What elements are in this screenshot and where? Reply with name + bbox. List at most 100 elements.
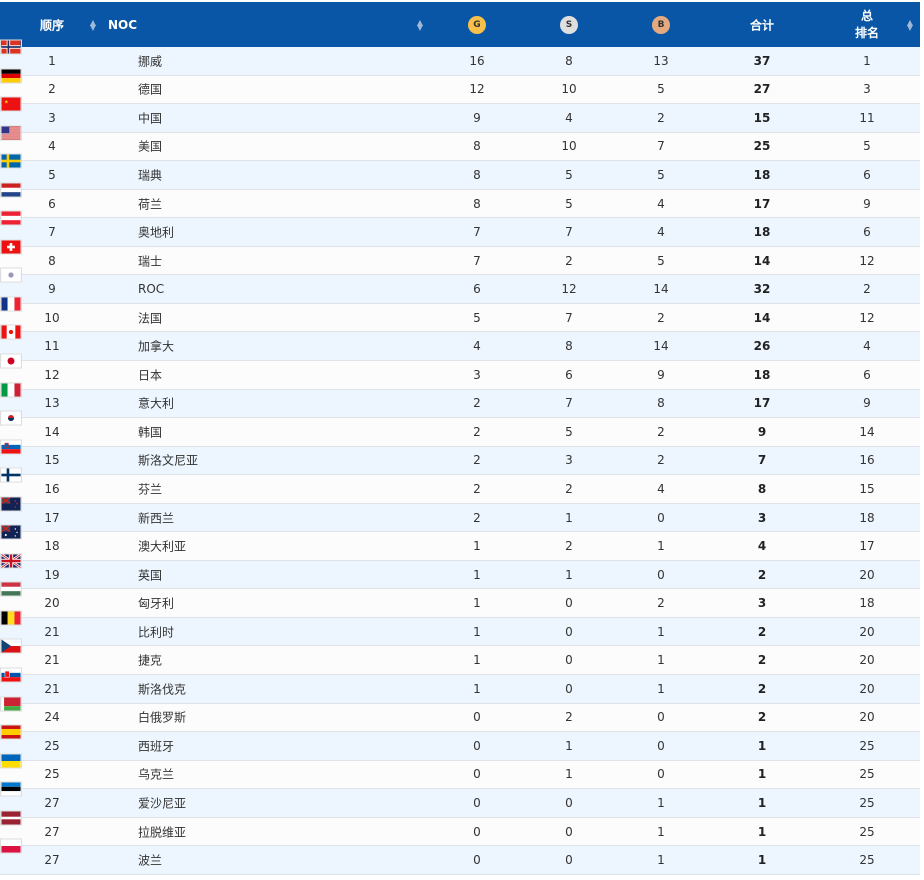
header-total[interactable]: 合计 <box>749 18 775 32</box>
overall-rank: 6 <box>863 167 871 182</box>
header-overall[interactable]: 总排名 <box>855 8 879 42</box>
total-count: 18 <box>753 225 771 240</box>
gold-count: 7 <box>473 225 481 240</box>
svg-text:★: ★ <box>4 100 9 106</box>
total-count: 2 <box>757 653 767 668</box>
table-row[interactable]: 4 美国 8 10 7 25 5 <box>0 125 920 162</box>
table-row[interactable]: 17 新西兰 2 1 0 3 18 <box>0 496 920 533</box>
table-row[interactable]: 7 奥地利 7 7 4 18 6 <box>0 210 920 247</box>
overall-rank: 15 <box>859 481 875 496</box>
header-gold[interactable]: G <box>468 15 486 34</box>
table-row[interactable]: 2 德国 12 10 5 27 3 <box>0 68 920 105</box>
country-name[interactable]: 德国 <box>138 82 163 97</box>
country-name[interactable]: 捷克 <box>138 653 163 668</box>
gold-count: 0 <box>473 710 481 725</box>
country-name[interactable]: 乌克兰 <box>138 767 175 782</box>
gold-count: 1 <box>473 567 481 582</box>
flag-fin-icon <box>0 467 22 483</box>
country-name[interactable]: 美国 <box>138 139 163 154</box>
country-name[interactable]: 加拿大 <box>138 339 175 354</box>
country-name[interactable]: 比利时 <box>138 625 175 640</box>
overall-rank: 3 <box>863 82 871 97</box>
country-name[interactable]: 瑞士 <box>138 254 163 269</box>
table-row[interactable]: 16 芬兰 2 2 4 8 15 <box>0 467 920 504</box>
country-name[interactable]: 法国 <box>138 311 163 326</box>
country-name[interactable]: 斯洛伐克 <box>138 682 187 697</box>
gold-count: 2 <box>473 396 481 411</box>
table-row[interactable]: 21 比利时 1 0 1 2 20 <box>0 610 920 647</box>
country-name[interactable]: 波兰 <box>138 853 163 868</box>
sort-rank-icon[interactable]: ▲ ▼ <box>89 17 97 32</box>
table-row[interactable]: 21 捷克 1 0 1 2 20 <box>0 638 920 676</box>
silver-count: 1 <box>565 738 573 753</box>
table-row[interactable]: 25 西班牙 0 1 0 1 25 <box>0 724 920 761</box>
table-row[interactable]: 9 ROC 6 12 14 32 2 <box>0 267 920 304</box>
table-row[interactable]: 27 拉脱维亚 0 0 1 1 25 <box>0 810 920 847</box>
table-row[interactable]: 25 乌克兰 0 1 0 1 25 <box>0 753 920 790</box>
table-row[interactable]: 21 斯洛伐克 1 0 1 2 20 <box>0 667 920 704</box>
bronze-count: 0 <box>657 738 665 753</box>
country-name[interactable]: 澳大利亚 <box>138 539 187 554</box>
table-row[interactable]: 15 斯洛文尼亚 2 3 2 7 16 <box>0 439 920 476</box>
table-row[interactable]: 5 瑞典 8 5 5 18 6 <box>0 153 920 190</box>
country-name[interactable]: 韩国 <box>138 425 163 440</box>
table-row[interactable]: 12 日本 3 6 9 18 6 <box>0 353 920 390</box>
country-name[interactable]: 白俄罗斯 <box>138 710 187 725</box>
gold-count: 0 <box>473 824 481 839</box>
table-row[interactable]: 3 ★ 中国 9 4 2 15 11 <box>0 96 920 133</box>
flag-lat-icon <box>0 810 22 826</box>
country-name[interactable]: 中国 <box>138 111 163 126</box>
table-row[interactable]: 24 白俄罗斯 0 2 0 2 20 <box>0 696 920 733</box>
table-row[interactable]: 1 挪威 16 8 13 37 1 <box>0 39 920 76</box>
table-row[interactable]: 19 英国 1 1 0 2 20 <box>0 553 920 590</box>
overall-rank: 20 <box>859 624 875 639</box>
bronze-count: 14 <box>653 282 669 297</box>
silver-count: 7 <box>565 225 573 240</box>
table-row[interactable]: 11 加拿大 4 8 14 26 4 <box>0 324 920 362</box>
rank: 25 <box>44 738 60 753</box>
country-name[interactable]: 匈牙利 <box>138 596 175 611</box>
gold-count: 3 <box>473 367 481 382</box>
rank: 24 <box>44 710 60 725</box>
bronze-count: 1 <box>657 853 665 868</box>
total-count: 3 <box>757 596 767 611</box>
table-row[interactable]: 20 匈牙利 1 0 2 3 18 <box>0 581 920 618</box>
country-name[interactable]: 奥地利 <box>138 225 175 240</box>
table-row[interactable]: 10 法国 5 7 2 14 12 <box>0 296 920 333</box>
total-count: 18 <box>753 367 771 382</box>
country-name[interactable]: 荷兰 <box>138 197 163 211</box>
rank: 27 <box>44 853 60 868</box>
silver-count: 1 <box>565 510 573 525</box>
silver-count: 0 <box>565 853 573 868</box>
total-count: 1 <box>757 853 767 868</box>
header-silver[interactable]: S <box>560 15 578 34</box>
country-name[interactable]: 日本 <box>138 368 163 383</box>
country-name[interactable]: 意大利 <box>138 396 175 411</box>
gold-count: 2 <box>473 453 481 468</box>
table-row[interactable]: 18 澳大利亚 1 2 1 4 17 <box>0 524 920 561</box>
country-name[interactable]: 芬兰 <box>138 482 163 497</box>
country-name[interactable]: 挪威 <box>138 54 163 69</box>
country-name[interactable]: 英国 <box>138 568 163 583</box>
table-row[interactable]: 27 爱沙尼亚 0 0 1 1 25 <box>0 781 920 818</box>
country-name[interactable]: ROC <box>138 282 165 297</box>
table-row[interactable]: 13 意大利 2 7 8 17 9 <box>0 382 920 419</box>
country-name[interactable]: 瑞典 <box>138 168 163 183</box>
header-bronze[interactable]: B <box>652 15 670 34</box>
country-name[interactable]: 爱沙尼亚 <box>138 796 187 811</box>
sort-overall-icon[interactable]: ▲ ▼ <box>906 17 914 32</box>
rank: 14 <box>44 424 60 439</box>
country-name[interactable]: 拉脱维亚 <box>138 825 187 840</box>
table-row[interactable]: 14 韩国 2 5 2 9 14 <box>0 410 920 447</box>
table-row[interactable]: 27 波兰 0 0 1 1 25 <box>0 838 920 875</box>
sort-noc-icon[interactable]: ▲ ▼ <box>416 17 424 32</box>
silver-count: 4 <box>565 110 573 125</box>
country-name[interactable]: 斯洛文尼亚 <box>138 453 199 468</box>
table-row[interactable]: 8 瑞士 7 2 5 14 12 <box>0 239 920 276</box>
rank: 19 <box>44 567 60 582</box>
country-name[interactable]: 新西兰 <box>138 511 175 526</box>
country-name[interactable]: 西班牙 <box>138 739 175 754</box>
rank: 10 <box>44 310 60 325</box>
table-row[interactable]: 6 荷兰 8 5 4 17 9 <box>0 182 920 219</box>
